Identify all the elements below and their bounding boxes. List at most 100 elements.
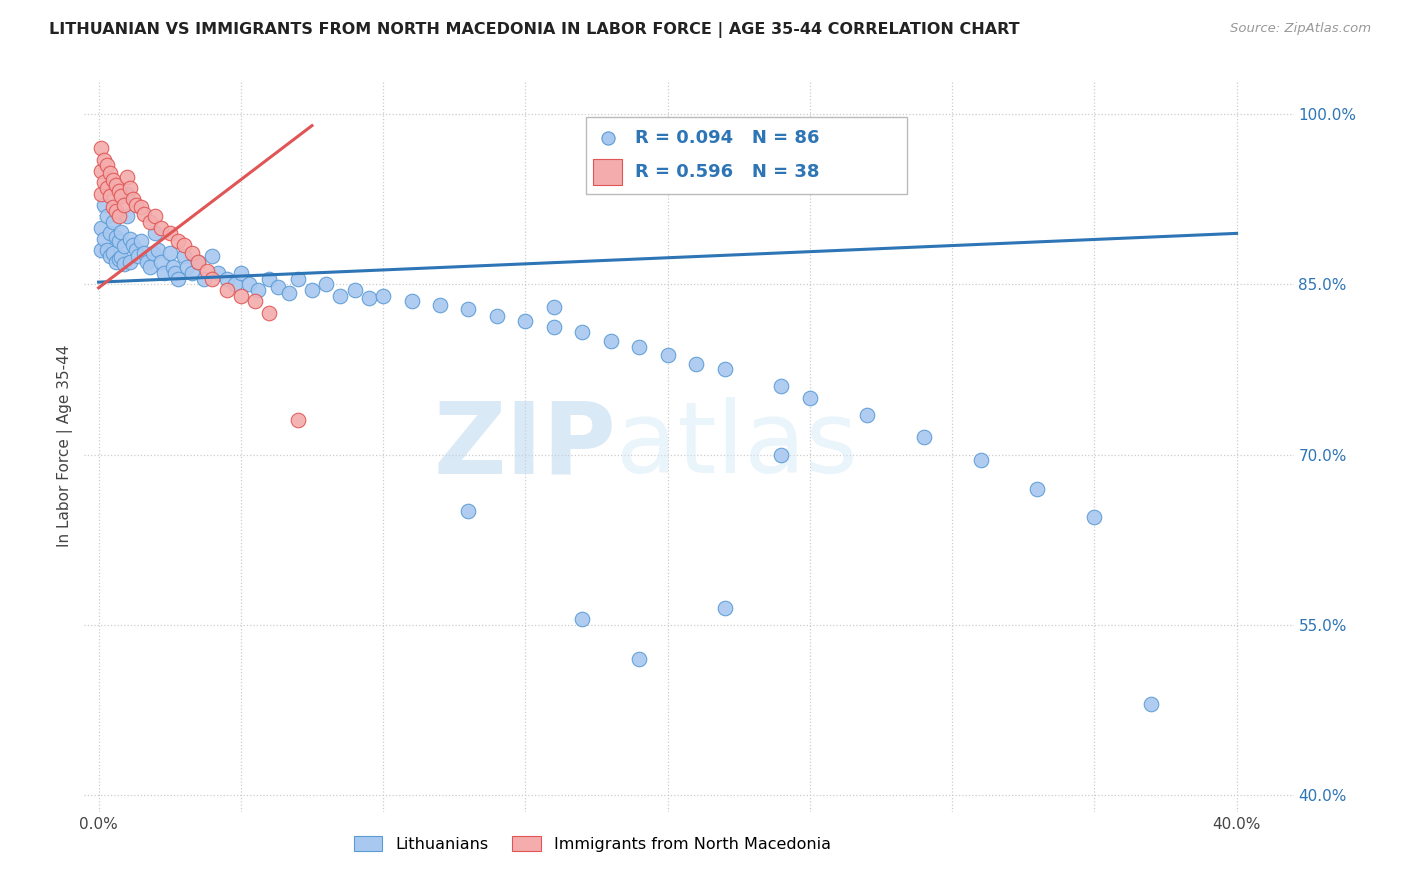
Point (628, 651, 651, 665)
Text: LITHUANIAN VS IMMIGRANTS FROM NORTH MACEDONIA IN LABOR FORCE | AGE 35-44 CORRELA: LITHUANIAN VS IMMIGRANTS FROM NORTH MACE… (49, 22, 1019, 38)
Point (770, 379, 793, 393)
Point (101, 215, 124, 229)
Point (187, 254, 209, 268)
Point (104, 229, 127, 244)
Point (855, 408, 877, 422)
Point (1140, 697, 1163, 711)
Point (101, 200, 124, 214)
Point (107, 185, 129, 199)
Point (112, 239, 135, 253)
Point (90, 186, 112, 201)
Point (98, 189, 121, 203)
Point (110, 225, 132, 239)
Point (148, 244, 170, 258)
Point (104, 254, 127, 268)
Point (181, 245, 204, 260)
Point (162, 260, 184, 275)
Point (167, 235, 190, 249)
Point (287, 413, 309, 427)
FancyBboxPatch shape (593, 159, 623, 186)
Point (457, 302, 479, 317)
Point (713, 600, 735, 615)
Point (104, 203, 127, 218)
Point (770, 448, 793, 462)
Point (315, 277, 337, 292)
Point (799, 391, 821, 405)
Point (96, 210, 118, 224)
Point (357, 291, 380, 305)
Point (115, 210, 138, 224)
Point (118, 254, 141, 268)
Point (187, 254, 209, 268)
Point (153, 266, 176, 280)
Text: R = 0.094   N = 86: R = 0.094 N = 86 (634, 129, 820, 147)
Point (101, 173, 124, 187)
Point (145, 227, 167, 241)
Point (1083, 509, 1105, 524)
Point (259, 306, 281, 320)
Point (173, 249, 195, 263)
Point (129, 235, 152, 249)
Text: ZIP: ZIP (433, 398, 616, 494)
Point (457, 504, 479, 518)
Point (110, 189, 132, 203)
Point (1026, 482, 1049, 496)
Point (124, 244, 146, 258)
Point (121, 192, 143, 206)
Point (96, 181, 118, 195)
Point (118, 181, 141, 195)
Point (371, 289, 394, 303)
Point (112, 198, 135, 212)
Point (132, 245, 155, 260)
Point (246, 283, 269, 297)
Point (96, 158, 118, 172)
Point (150, 254, 173, 268)
Point (267, 279, 290, 293)
Text: Source: ZipAtlas.com: Source: ZipAtlas.com (1230, 22, 1371, 36)
Point (132, 207, 155, 221)
Point (485, 309, 508, 323)
Point (259, 271, 281, 285)
Point (195, 264, 218, 278)
Point (571, 612, 593, 626)
Point (201, 271, 224, 285)
Point (145, 210, 167, 224)
Point (207, 266, 229, 280)
Point (142, 245, 165, 260)
Point (98, 249, 121, 263)
Point (713, 362, 735, 376)
Point (107, 210, 129, 224)
Point (150, 220, 173, 235)
Point (107, 235, 129, 249)
Point (167, 271, 190, 285)
Point (165, 266, 187, 280)
Point (110, 250, 132, 264)
Point (969, 453, 991, 467)
Point (96, 244, 118, 258)
Point (98, 227, 121, 241)
Point (287, 271, 309, 285)
Point (685, 357, 707, 371)
Point (173, 237, 195, 252)
Point (90, 141, 112, 155)
Point (429, 298, 451, 312)
Point (98, 166, 121, 180)
Point (657, 348, 679, 362)
Point (238, 277, 260, 292)
Point (543, 300, 565, 314)
Point (115, 169, 138, 184)
Text: R = 0.596   N = 38: R = 0.596 N = 38 (634, 163, 820, 181)
Point (127, 249, 149, 263)
Point (139, 215, 162, 229)
Point (90, 220, 112, 235)
Point (139, 260, 162, 275)
Point (129, 200, 152, 214)
Text: atlas: atlas (616, 398, 858, 494)
Point (401, 294, 423, 309)
Point (543, 320, 565, 334)
Point (278, 286, 301, 301)
Point (628, 340, 651, 354)
Point (215, 283, 238, 297)
FancyBboxPatch shape (586, 117, 907, 194)
Point (107, 252, 129, 267)
